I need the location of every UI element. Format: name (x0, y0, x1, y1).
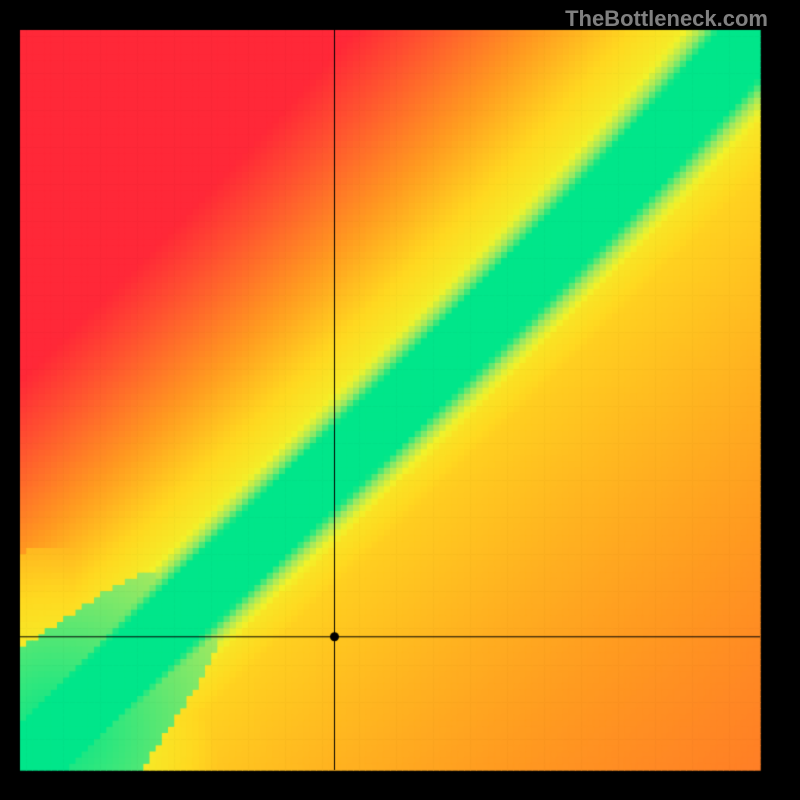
chart-container: TheBottleneck.com (0, 0, 800, 800)
watermark-text: TheBottleneck.com (565, 6, 768, 32)
heatmap-canvas (0, 0, 800, 800)
